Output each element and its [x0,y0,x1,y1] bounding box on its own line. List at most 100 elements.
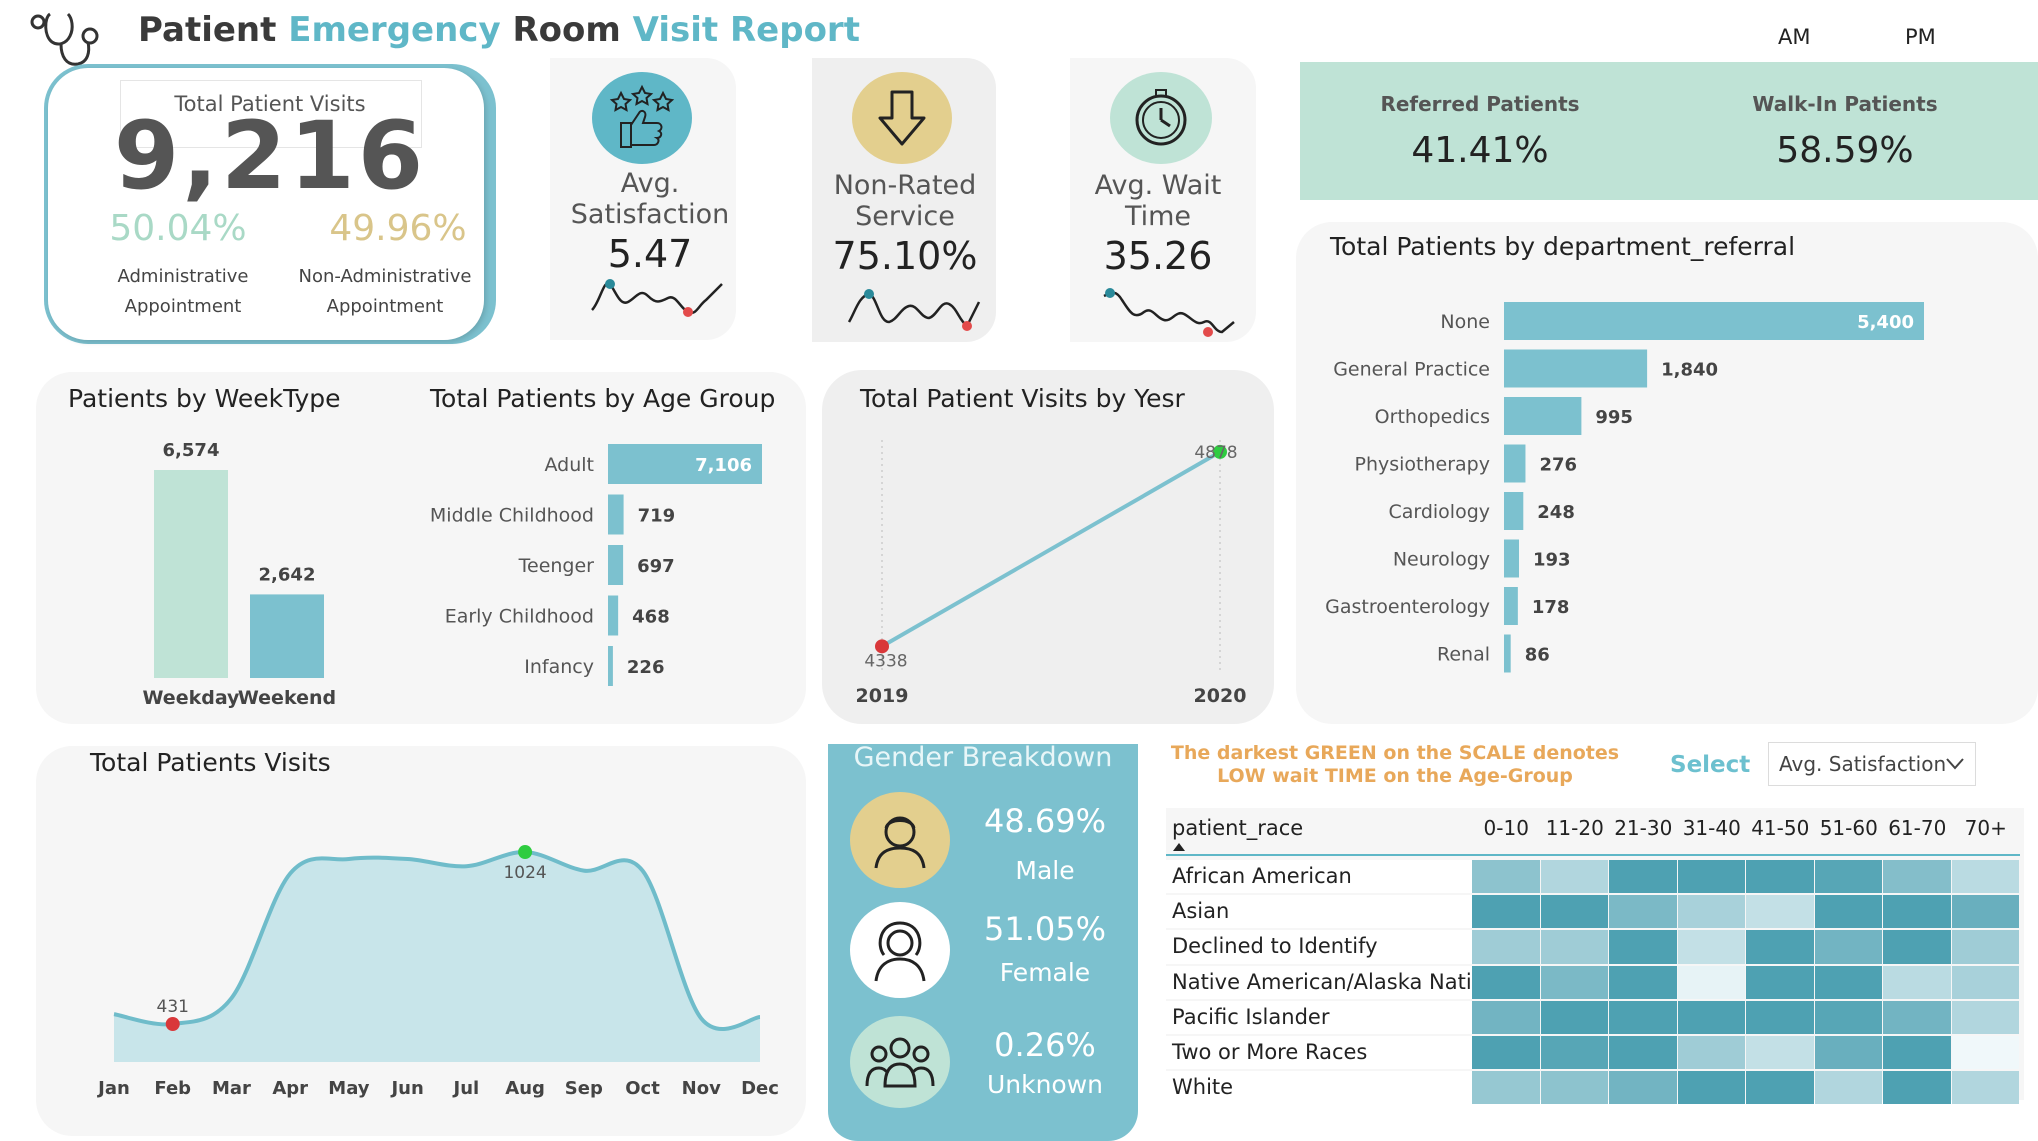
heatmap-cell[interactable] [1677,895,1745,929]
heatmap-cell[interactable] [1814,1071,1882,1105]
heatmap-cell[interactable] [1951,1036,2019,1070]
heatmap-cell[interactable] [1951,895,2019,929]
heatmap-cell[interactable] [1746,1000,1814,1034]
heatmap-cell[interactable] [1609,1000,1677,1034]
heatmap-cell[interactable] [1951,860,2019,894]
monthly-min-marker [165,1017,180,1032]
year-chart-title: Total Patient Visits by Yesr [860,384,1185,413]
heatmap-cell[interactable] [1951,1071,2019,1105]
age-chart-title: Total Patients by Age Group [430,384,776,413]
gender-title: Gender Breakdown [853,742,1113,773]
heatmap-cell[interactable] [1746,895,1814,929]
heatmap-cell[interactable] [1540,895,1608,929]
heatmap-cell[interactable] [1814,1000,1882,1034]
heatmap-cell[interactable] [1609,965,1677,999]
heatmap-cell[interactable] [1814,1036,1882,1070]
heatmap-col-header[interactable]: 11-20 [1545,816,1604,840]
heatmap-col-header[interactable]: 21-30 [1614,816,1673,840]
sparkline-wait [1103,288,1235,337]
heatmap-cell[interactable] [1609,1036,1677,1070]
heatmap-cell[interactable] [1609,1071,1677,1105]
heatmap-cell[interactable] [1883,965,1951,999]
heatmap-cell[interactable] [1883,1071,1951,1105]
heatmap-cell[interactable] [1540,965,1608,999]
heatmap-row [1166,860,1472,894]
heatmap-row-label: White [1172,1075,1234,1100]
heatmap-cell[interactable] [1609,930,1677,964]
heatmap-cell[interactable] [1472,1000,1540,1034]
department-label: Renal [1437,644,1490,666]
heatmap-cell[interactable] [1883,860,1951,894]
heatmap-cell[interactable] [1472,860,1540,894]
department-label: None [1440,311,1490,333]
heatmap-cell[interactable] [1677,1036,1745,1070]
age-group-bar [608,595,619,636]
sort-asc-icon [1173,843,1185,851]
age-group-value-label: 697 [637,556,675,577]
age-group-label: Middle Childhood [430,505,594,527]
admin-pct: 50.04% [109,208,247,249]
month-tick-label: Jun [389,1078,423,1099]
department-value-label: 178 [1532,597,1570,618]
department-bar [1504,587,1518,625]
heatmap-cell[interactable] [1746,1071,1814,1105]
heatmap-cell[interactable] [1677,1000,1745,1034]
pm-filter-button[interactable]: PM [1905,25,1936,49]
heatmap-cell[interactable] [1472,965,1540,999]
department-value-label: 193 [1533,550,1571,571]
heatmap-cell[interactable] [1677,965,1745,999]
metric-dropdown-value: Avg. Satisfaction [1779,752,1947,776]
heatmap-cell[interactable] [1951,930,2019,964]
heatmap-col-header[interactable]: 31-40 [1682,816,1741,840]
walkin-value: 58.59% [1776,130,1914,171]
heatmap-cell[interactable] [1951,965,2019,999]
heatmap-col-header[interactable]: 61-70 [1888,816,1947,840]
metric-dropdown[interactable]: Avg. Satisfaction [1768,742,1976,786]
heatmap-cell[interactable] [1540,1071,1608,1105]
monthly-area-chart: 431 1024 Jan Feb Mar Apr May Jun Jul Aug Sep Oct Nov… [96,845,779,1099]
heatmap-cell[interactable] [1609,860,1677,894]
heatmap-cell[interactable] [1472,930,1540,964]
heatmap-cell[interactable] [1540,1000,1608,1034]
heatmap-col-header[interactable]: 0-10 [1483,816,1529,840]
heatmap-cell[interactable] [1540,860,1608,894]
stopwatch-icon [1110,72,1212,164]
heatmap-cell[interactable] [1746,1036,1814,1070]
heatmap-cell[interactable] [1746,930,1814,964]
total-visits-value: 9,216 [113,102,427,211]
walkin-label: Walk-In Patients [1752,92,1938,116]
heatmap-cell[interactable] [1472,1071,1540,1105]
heatmap-cell[interactable] [1883,1036,1951,1070]
heatmap-cell[interactable] [1540,930,1608,964]
heatmap-cell[interactable] [1472,895,1540,929]
heatmap-cell[interactable] [1677,1071,1745,1105]
heatmap-col-header[interactable]: 70+ [1964,816,2007,840]
department-bar [1504,492,1524,530]
heatmap-cell[interactable] [1814,930,1882,964]
weektype-category-label: Weekday [143,687,241,709]
heatmap-cell[interactable] [1472,1036,1540,1070]
weektype-bar [154,470,228,678]
am-filter-button[interactable]: AM [1778,25,1811,49]
heatmap-col-header[interactable]: 41-50 [1751,816,1810,840]
month-tick-label: Dec [741,1078,779,1099]
heatmap-cell[interactable] [1814,895,1882,929]
male-pct: 48.69% [983,802,1106,840]
department-value-label: 5,400 [1857,312,1914,333]
heatmap-cell[interactable] [1814,860,1882,894]
heatmap-cell[interactable] [1540,1036,1608,1070]
heatmap-cell[interactable] [1746,965,1814,999]
heatmap-cell[interactable] [1677,860,1745,894]
heatmap-row-header[interactable]: patient_race [1172,816,1304,840]
heatmap-cell[interactable] [1609,895,1677,929]
heatmap-cell[interactable] [1883,895,1951,929]
year-line [881,450,1221,649]
heatmap-cell[interactable] [1746,860,1814,894]
heatmap-cell[interactable] [1951,1000,2019,1034]
heatmap-col-header[interactable]: 51-60 [1819,816,1878,840]
heatmap-cell[interactable] [1883,1000,1951,1034]
heatmap-cell[interactable] [1677,930,1745,964]
heatmap-cell[interactable] [1883,930,1951,964]
department-label: Physiotherapy [1355,454,1491,476]
heatmap-cell[interactable] [1814,965,1882,999]
